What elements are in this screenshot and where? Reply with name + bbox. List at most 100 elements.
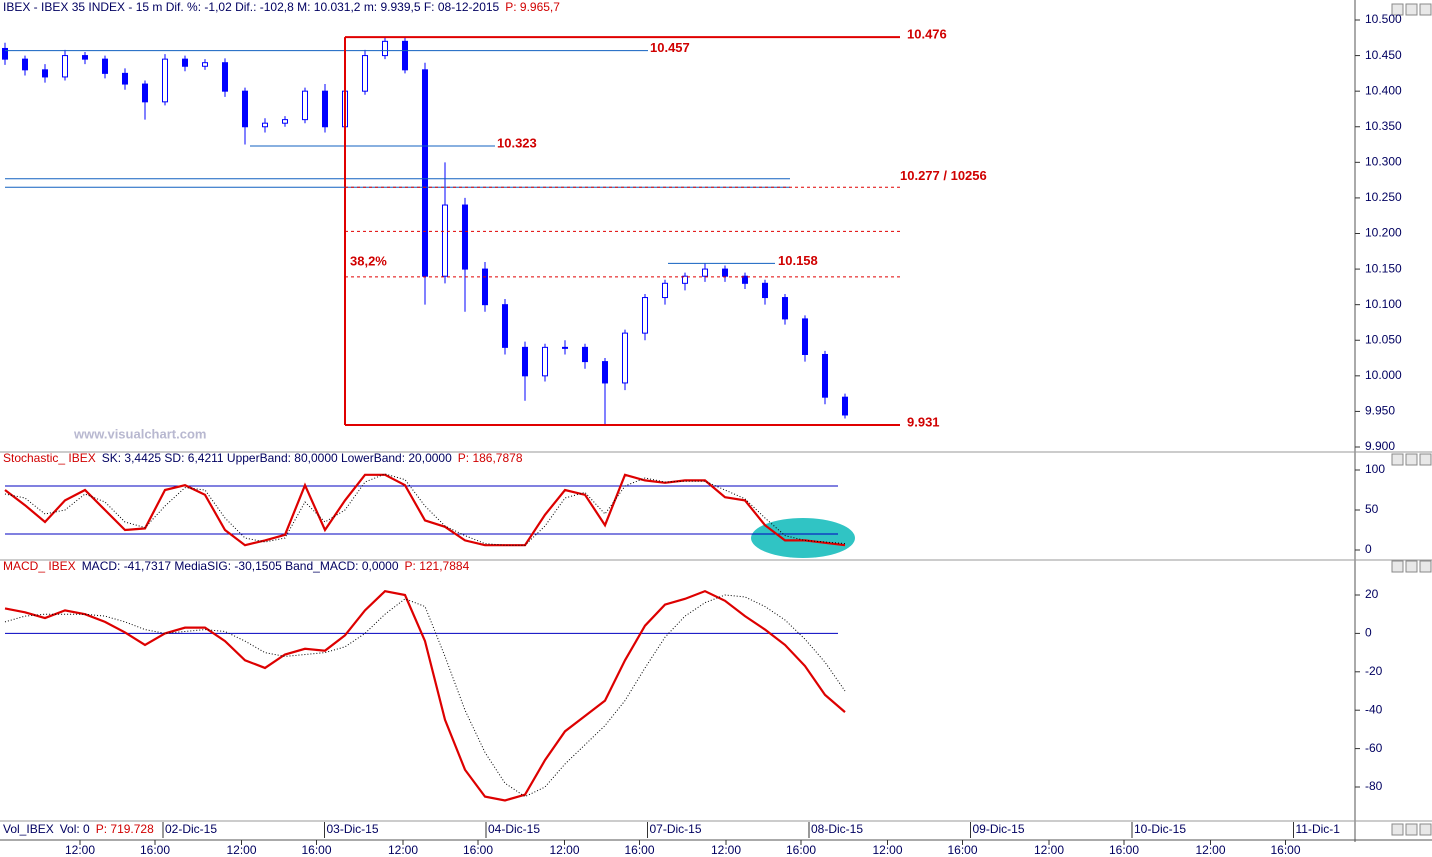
date-label: 04-Dic-15 [488, 822, 540, 836]
volume-header: Vol_IBEX Vol: 0 P: 719.728 [3, 822, 154, 836]
time-label: 16:00 [947, 843, 977, 857]
candle-body [842, 396, 848, 416]
time-label: 16:00 [463, 843, 493, 857]
candle-body [822, 353, 828, 398]
candle-body [402, 40, 408, 71]
header-info: IBEX - IBEX 35 INDEX - 15 m Dif. %: -1,0… [3, 0, 500, 14]
candle-body [642, 297, 648, 334]
stoch-title: Stochastic_ IBEX [3, 451, 96, 465]
close-button[interactable] [1419, 3, 1432, 16]
minimize-button[interactable] [1391, 3, 1404, 16]
candle-body [82, 55, 88, 60]
y-tick-label: 0 [1365, 542, 1372, 556]
minimize-button[interactable] [1391, 823, 1404, 836]
header-price: P: 9.965,7 [505, 0, 560, 14]
candle-body [182, 58, 188, 67]
maximize-button[interactable] [1405, 453, 1418, 466]
candle-body [722, 268, 728, 277]
time-label: 16:00 [1109, 843, 1139, 857]
candle-body [2, 47, 8, 60]
volume-title: Vol_IBEX [3, 822, 54, 836]
time-label: 12:00 [226, 843, 256, 857]
close-button[interactable] [1419, 453, 1432, 466]
candle-body [162, 58, 168, 103]
candle-body [522, 346, 528, 377]
date-label: 07-Dic-15 [650, 822, 702, 836]
candle-body [62, 55, 68, 78]
y-tick-label: 9.900 [1365, 439, 1395, 453]
minimize-button[interactable] [1391, 560, 1404, 573]
candle-body [362, 55, 368, 92]
time-label: 12:00 [711, 843, 741, 857]
candle-body [802, 318, 808, 355]
series-line [4, 473, 846, 546]
level-label: 10.277 / 10256 [900, 168, 987, 183]
y-tick-label: 9.950 [1365, 404, 1395, 418]
y-tick-label: -20 [1365, 664, 1383, 678]
candle-body [322, 90, 328, 128]
highlight-ellipse [751, 518, 855, 558]
minimize-button[interactable] [1391, 453, 1404, 466]
close-button[interactable] [1419, 560, 1432, 573]
time-label: 12:00 [872, 843, 902, 857]
time-label: 16:00 [624, 843, 654, 857]
candle-body [122, 72, 128, 85]
series-line [4, 589, 846, 802]
y-tick-label: 10.150 [1365, 261, 1402, 275]
candle-body [222, 62, 228, 92]
candle-body [22, 58, 28, 71]
time-label: 12:00 [549, 843, 579, 857]
y-tick-label: 10.250 [1365, 190, 1402, 204]
date-label: 03-Dic-15 [327, 822, 379, 836]
level-label: 10.476 [907, 27, 947, 42]
y-tick-label: 10.300 [1365, 155, 1402, 169]
volume-price: P: 719.728 [96, 822, 154, 836]
y-tick-label: 10.000 [1365, 368, 1402, 382]
candle-body [422, 69, 428, 277]
close-button[interactable] [1419, 823, 1432, 836]
candle-body [662, 282, 668, 299]
maximize-button[interactable] [1405, 560, 1418, 573]
candle-body [622, 332, 628, 384]
y-tick-label: 100 [1365, 462, 1385, 476]
time-label: 12:00 [65, 843, 95, 857]
date-label: 09-Dic-15 [973, 822, 1025, 836]
y-tick-label: -80 [1365, 779, 1383, 793]
y-tick-label: -40 [1365, 702, 1383, 716]
volume-info: Vol: 0 [60, 822, 90, 836]
macd-title: MACD_ IBEX [3, 559, 76, 573]
maximize-button[interactable] [1405, 823, 1418, 836]
time-label: 12:00 [1034, 843, 1064, 857]
window-buttons [1391, 3, 1432, 836]
macd-header: MACD_ IBEX MACD: -41,7317 MediaSIG: -30,1… [3, 559, 470, 573]
candle-body [462, 204, 468, 270]
time-label: 16:00 [301, 843, 331, 857]
candle-body [382, 40, 388, 57]
date-label: 08-Dic-15 [811, 822, 863, 836]
candle-body [262, 122, 268, 128]
time-label: 16:00 [140, 843, 170, 857]
maximize-button[interactable] [1405, 3, 1418, 16]
time-label: 16:00 [786, 843, 816, 857]
candle-body [502, 304, 508, 348]
y-tick-label: 10.350 [1365, 119, 1402, 133]
candle-body [542, 346, 548, 377]
candle-body [242, 90, 248, 128]
level-label: 9.931 [907, 414, 940, 429]
level-label: 10.457 [650, 40, 690, 55]
y-tick-label: 0 [1365, 626, 1372, 640]
candle-body [102, 58, 108, 74]
candle-body [202, 62, 208, 67]
candle-body [562, 346, 568, 349]
level-label: 10.158 [778, 253, 818, 268]
y-tick-label: -60 [1365, 741, 1383, 755]
candle-body [142, 83, 148, 103]
stoch-info: SK: 3,4425 SD: 6,4211 UpperBand: 80,0000… [102, 451, 452, 465]
date-label: 02-Dic-15 [165, 822, 217, 836]
y-tick-label: 20 [1365, 587, 1379, 601]
candle-body [582, 346, 588, 363]
y-tick-label: 10.400 [1365, 83, 1402, 97]
y-tick-label: 50 [1365, 502, 1379, 516]
watermark: www.visualchart.com [73, 426, 206, 441]
